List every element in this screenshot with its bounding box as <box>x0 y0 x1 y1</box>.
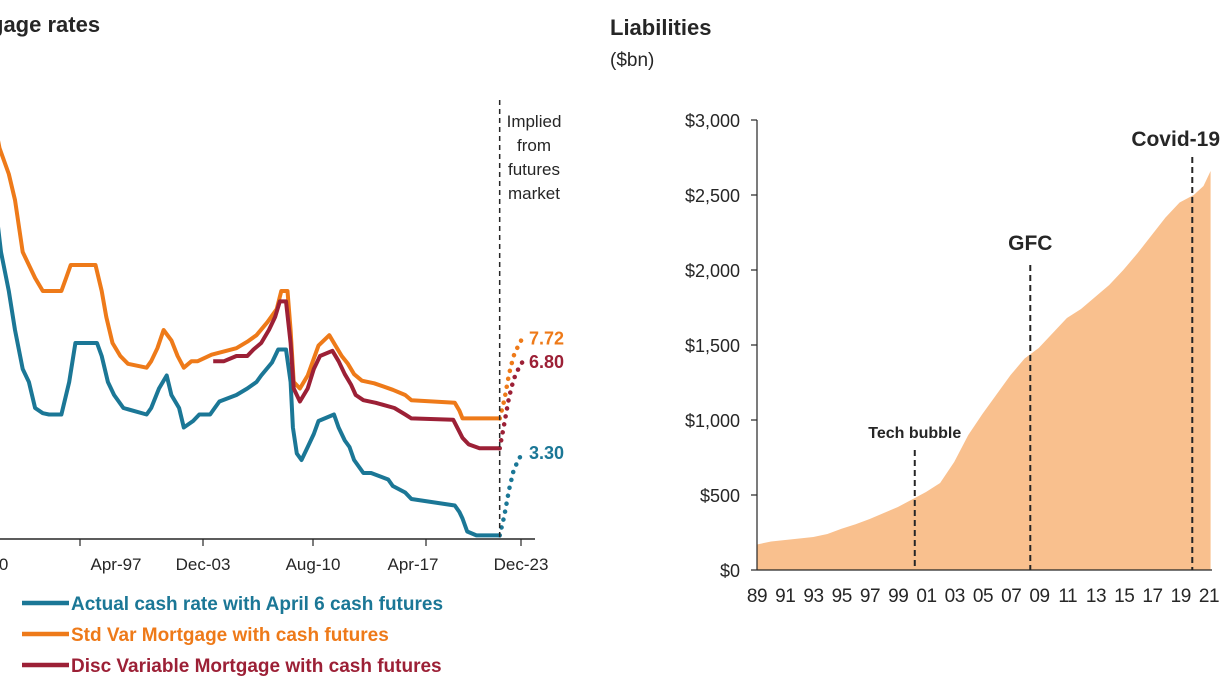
liabilities-y-tick-label: $1,000 <box>685 411 740 431</box>
liabilities-x-tick-label: 17 <box>1142 586 1162 607</box>
liabilities-x-tick-label: 13 <box>1086 586 1106 607</box>
liabilities-x-tick-label: 03 <box>945 586 965 607</box>
liabilities-events: Tech bubble GFC Covid-19 <box>868 128 1220 570</box>
liabilities-chart-title: Liabilities <box>610 15 711 40</box>
rates-series-futures <box>497 335 526 421</box>
rates-series-futures <box>497 449 526 538</box>
liabilities-chart: Liabilities ($bn) Tech bubble GFC Covid-19… <box>610 15 1220 607</box>
liabilities-x-tick-label: 09 <box>1029 586 1049 607</box>
rates-end-label: 7.72 <box>529 328 564 348</box>
liabilities-y-tick-label: $2,000 <box>685 261 740 281</box>
liabilities-x-tick-label: 15 <box>1114 586 1134 607</box>
rates-x-tick-label: -90 <box>0 555 8 574</box>
liabilities-x-tick-label: 11 <box>1058 586 1077 607</box>
rates-x-tick-label: Apr-97 <box>90 555 141 574</box>
liabilities-x-tick-label: 01 <box>916 586 936 607</box>
liabilities-area <box>757 171 1211 570</box>
liabilities-y-ticks: $3,000 $2,500 $2,000 $1,500 $1,000 $500 $0 <box>685 111 757 581</box>
liabilities-y-tick-label: $3,000 <box>685 111 740 131</box>
liabilities-x-tick-label: 07 <box>1001 586 1021 607</box>
event-label: Tech bubble <box>868 425 961 442</box>
rates-x-ticks: -90 Apr-97 Dec-03 Aug-10 Apr-17 Dec-23 <box>0 539 548 574</box>
event-label: Covid-19 <box>1131 128 1220 151</box>
rates-chart: gage rates -90 Apr-97 Dec-03 Aug-10 Apr-17 De… <box>0 12 564 677</box>
liabilities-x-tick-label: 91 <box>775 586 795 607</box>
rates-series-line <box>0 226 500 538</box>
legend-label: Std Var Mortgage with cash futures <box>71 625 389 646</box>
liabilities-x-tick-label: 99 <box>888 586 908 607</box>
rates-series-group <box>0 140 526 538</box>
rates-series-futures <box>497 358 526 451</box>
liabilities-y-tick-label: $1,500 <box>685 336 740 356</box>
rates-chart-title: gage rates <box>0 12 100 37</box>
liabilities-x-tick-label: 19 <box>1171 586 1191 607</box>
liabilities-x-tick-label: 95 <box>832 586 852 607</box>
liabilities-y-tick-label: $2,500 <box>685 186 740 206</box>
futures-annotation: Implied from futures market <box>507 112 562 203</box>
liabilities-area-group <box>757 171 1211 570</box>
legend-label: Disc Variable Mortgage with cash futures <box>71 656 442 677</box>
rates-legend: Actual cash rate with April 6 cash futur… <box>22 594 443 677</box>
rates-x-tick-label: Apr-17 <box>387 555 438 574</box>
liabilities-y-tick-label: $0 <box>720 561 740 581</box>
liabilities-x-tick-label: 97 <box>860 586 880 607</box>
legend-label: Actual cash rate with April 6 cash futur… <box>71 594 443 615</box>
liabilities-x-tick-label: 05 <box>973 586 993 607</box>
liabilities-y-tick-label: $500 <box>700 486 740 506</box>
liabilities-x-tick-label: 89 <box>747 586 767 607</box>
rates-x-tick-label: Dec-03 <box>176 555 231 574</box>
rates-series-line <box>0 140 500 421</box>
event-label: GFC <box>1008 232 1052 255</box>
rates-end-labels: 3.30 7.72 6.80 <box>529 328 564 463</box>
rates-series-line <box>213 299 500 451</box>
liabilities-x-tick-label: 93 <box>803 586 823 607</box>
rates-x-tick-label: Aug-10 <box>286 555 341 574</box>
rates-end-label: 6.80 <box>529 352 564 372</box>
liabilities-x-tick-label: 21 <box>1199 586 1219 607</box>
liabilities-x-ticks: 89 91 93 95 97 99 01 03 05 07 09 11 13 15 17 19 21 <box>747 586 1220 607</box>
rates-x-tick-label: Dec-23 <box>494 555 549 574</box>
rates-end-label: 3.30 <box>529 443 564 463</box>
liabilities-chart-unit: ($bn) <box>610 50 654 71</box>
